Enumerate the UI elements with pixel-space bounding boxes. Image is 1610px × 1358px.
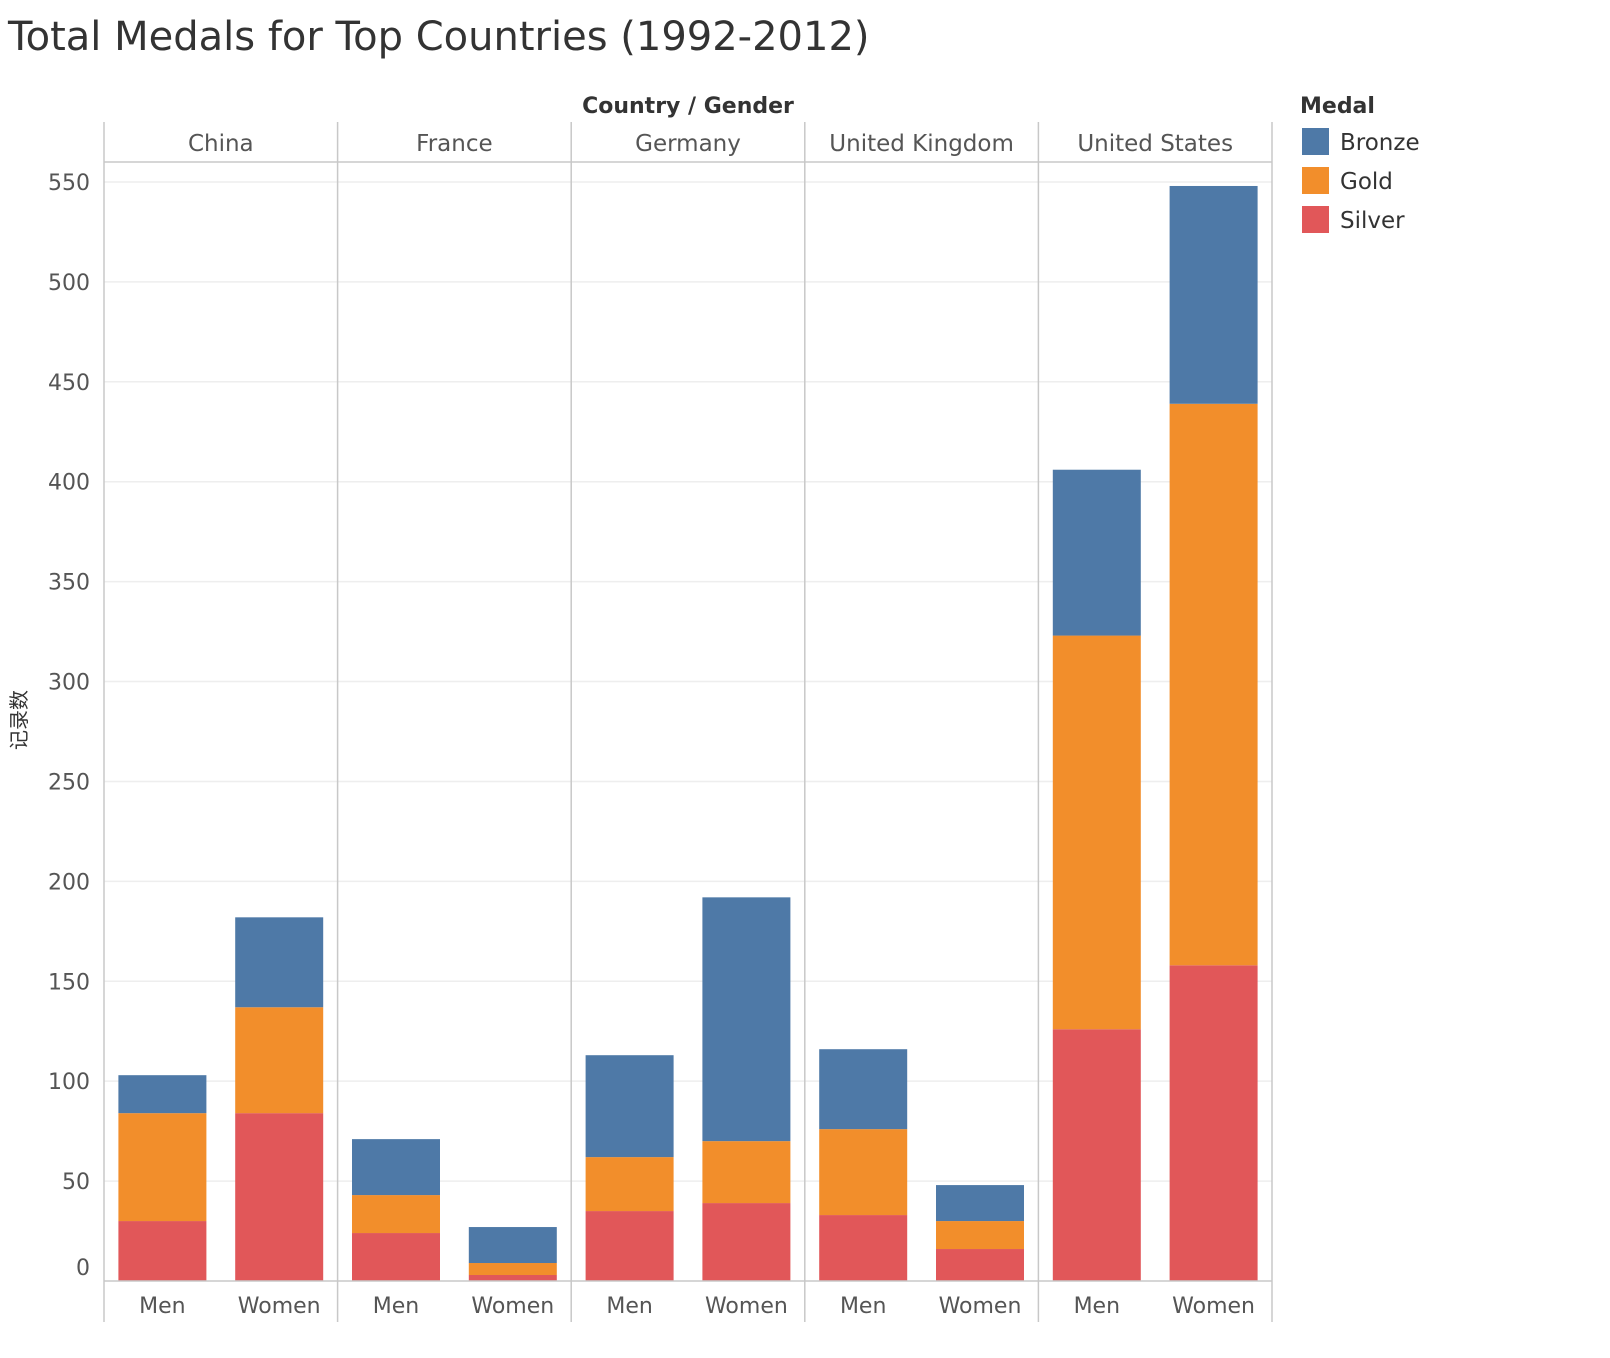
legend-swatch-bronze bbox=[1302, 128, 1329, 155]
bar-segment-silver bbox=[1052, 1029, 1141, 1281]
y-tick-label: 0 bbox=[76, 1256, 90, 1281]
y-tick-label: 550 bbox=[48, 171, 90, 196]
bar-segment-gold bbox=[819, 1129, 908, 1216]
y-tick-label: 350 bbox=[48, 571, 90, 596]
bar-segment-gold bbox=[352, 1195, 440, 1234]
bar-segment-gold bbox=[235, 1007, 324, 1114]
bar-segment-silver bbox=[118, 1221, 207, 1281]
bars bbox=[118, 185, 1258, 1281]
y-tick-label: 500 bbox=[48, 271, 90, 296]
legend-label-bronze: Bronze bbox=[1340, 130, 1420, 156]
legend-swatch-gold bbox=[1302, 167, 1329, 194]
bar-segment-bronze bbox=[1052, 469, 1141, 636]
y-tick-label: 400 bbox=[48, 471, 90, 496]
x-tick-label: Men bbox=[606, 1294, 652, 1319]
legend-swatch-silver bbox=[1302, 206, 1329, 233]
x-tick-label: Women bbox=[238, 1294, 321, 1319]
bar-segment-gold bbox=[1052, 635, 1141, 1030]
panel-frame bbox=[103, 122, 1273, 1322]
y-tick-label: 100 bbox=[48, 1070, 90, 1095]
bar-segment-gold bbox=[118, 1113, 207, 1222]
bar-segment-bronze bbox=[1169, 185, 1258, 404]
y-tick-label: 250 bbox=[48, 770, 90, 795]
legend-title: Medal bbox=[1300, 94, 1375, 119]
panel-header: China bbox=[188, 131, 254, 157]
bar-segment-bronze bbox=[936, 1185, 1024, 1222]
x-tick-label: Women bbox=[471, 1294, 554, 1319]
legend: Medal Bronze Gold Silver bbox=[1300, 94, 1420, 234]
labels: 0 50 100 150 200 250 300 350 400 450 500 550 Men Wome… bbox=[7, 94, 1255, 1319]
panel-header: France bbox=[416, 131, 492, 157]
x-tick-label: Men bbox=[840, 1294, 886, 1319]
y-tick-label: 150 bbox=[48, 970, 90, 995]
bar-segment-gold bbox=[936, 1221, 1024, 1250]
bar-segment-gold bbox=[585, 1157, 674, 1212]
bar-segment-gold bbox=[468, 1263, 557, 1276]
bar-segment-bronze bbox=[702, 897, 791, 1142]
panel-header: United Kingdom bbox=[829, 131, 1014, 157]
legend-label-gold: Gold bbox=[1340, 169, 1393, 195]
bar-segment-bronze bbox=[468, 1227, 557, 1264]
bar-segment-bronze bbox=[352, 1139, 440, 1196]
bar-segment-silver bbox=[936, 1249, 1024, 1281]
bar-segment-bronze bbox=[235, 917, 324, 1008]
y-tick-label: 450 bbox=[48, 371, 90, 396]
bar-segment-silver bbox=[819, 1215, 908, 1281]
legend-label-silver: Silver bbox=[1340, 208, 1405, 234]
x-tick-label: Men bbox=[373, 1294, 419, 1319]
x-tick-label: Women bbox=[1172, 1294, 1255, 1319]
bar-segment-bronze bbox=[819, 1049, 908, 1130]
y-axis-label: 记录数 bbox=[7, 690, 31, 750]
y-tick-label: 50 bbox=[62, 1170, 90, 1195]
bar-segment-silver bbox=[1169, 965, 1258, 1281]
panel-header: Germany bbox=[635, 131, 741, 157]
bar-segment-silver bbox=[468, 1275, 557, 1281]
bar-segment-silver bbox=[585, 1211, 674, 1281]
bar-segment-silver bbox=[352, 1233, 440, 1281]
x-tick-label: Women bbox=[939, 1294, 1022, 1319]
x-tick-label: Women bbox=[705, 1294, 788, 1319]
chart-title: Total Medals for Top Countries (1992-201… bbox=[8, 14, 870, 60]
bar-segment-gold bbox=[1169, 403, 1258, 966]
y-tick-label: 300 bbox=[48, 671, 90, 696]
x-tick-label: Men bbox=[139, 1294, 185, 1319]
bar-segment-bronze bbox=[118, 1075, 207, 1114]
bar-segment-bronze bbox=[585, 1055, 674, 1158]
bar-segment-silver bbox=[235, 1113, 324, 1281]
bar-segment-gold bbox=[702, 1141, 791, 1204]
bar-segment-silver bbox=[702, 1203, 791, 1281]
y-tick-label: 200 bbox=[48, 870, 90, 895]
panel-header: United States bbox=[1077, 131, 1233, 157]
column-header-title: Country / Gender bbox=[582, 94, 794, 119]
x-tick-label: Men bbox=[1074, 1294, 1120, 1319]
